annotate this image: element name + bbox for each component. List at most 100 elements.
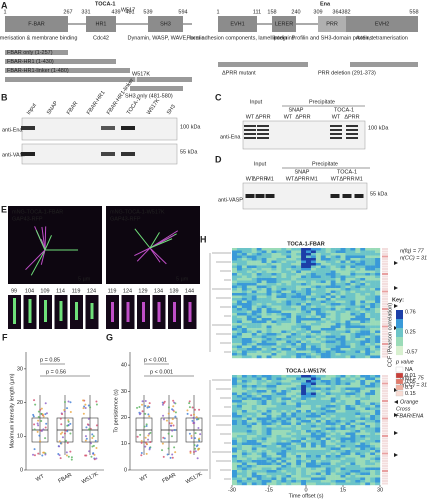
heatmap-cell: [232, 263, 238, 266]
heatmap-cell: [251, 355, 257, 359]
heatmap-cell: [365, 288, 371, 291]
heatmap-cell: [301, 248, 307, 251]
point: [70, 456, 73, 459]
heatmap-cell: [330, 248, 336, 251]
heatmap-cell: [330, 427, 336, 431]
p-strip: [382, 395, 388, 397]
p-strip: [382, 275, 388, 278]
heatmap-cell: [320, 482, 326, 486]
heatmap-cell: [340, 447, 346, 451]
heatmap-cell: [306, 253, 312, 256]
heatmap-cell: [261, 345, 267, 349]
heatmap-cell: [296, 432, 302, 436]
heatmap-cell: [266, 480, 272, 483]
heatmap-cell: [310, 318, 317, 321]
heatmap-cell: [291, 278, 297, 281]
heatmap-cell: [325, 298, 331, 301]
label: 5 µm: [78, 276, 91, 282]
heatmap-cell: [232, 425, 238, 428]
heatmap-cell: [251, 335, 257, 339]
heatmap-cell: [340, 475, 346, 478]
heatmap-cell: [256, 460, 262, 463]
heatmap-cell: [306, 265, 312, 269]
point: [194, 447, 197, 450]
heatmap-cell: [345, 325, 351, 329]
panel-letter: F: [2, 332, 8, 342]
heatmap-cell: [256, 480, 262, 483]
heatmap-cell: [232, 415, 238, 418]
heatmap-cell: [306, 460, 312, 463]
label: W517K: [81, 471, 100, 485]
heatmap-cell: [271, 313, 277, 316]
heatmap-cell: [365, 452, 371, 456]
heatmap-cell: [236, 328, 243, 331]
heatmap-cell: [370, 447, 376, 451]
heatmap-cell: [365, 285, 371, 289]
heatmap-cell: [301, 395, 307, 398]
panel-letter: G: [106, 332, 113, 342]
p-strip: [382, 293, 388, 295]
point: [67, 455, 70, 458]
heatmap-cell: [350, 335, 356, 339]
heatmap-cell: [276, 442, 282, 446]
heatmap-cell: [276, 263, 282, 266]
heatmap-cell: [345, 285, 351, 289]
heatmap-cell: [286, 395, 292, 398]
heatmap-cell: [370, 335, 376, 339]
heatmap-cell: [365, 293, 371, 296]
heatmap-cell: [335, 315, 341, 319]
heatmap-cell: [375, 320, 381, 324]
heatmap-cell: [271, 350, 277, 354]
heatmap-cell: [286, 250, 292, 254]
heatmap-cell: [301, 480, 307, 483]
heatmap-cell: [320, 475, 326, 478]
heatmap-cell: [291, 432, 297, 436]
heatmap-cell: [320, 412, 326, 416]
label: ΔPRR: [339, 176, 354, 182]
heatmap-cell: [296, 460, 302, 463]
band: [121, 152, 135, 156]
colorbar: [396, 311, 403, 314]
heatmap-cell: [350, 315, 356, 319]
point: [139, 433, 142, 436]
heatmap-cell: [325, 355, 331, 359]
heatmap-cell: [315, 338, 321, 341]
heatmap-cell: [306, 283, 312, 286]
heatmap-cell: [335, 348, 341, 351]
heatmap-cell: [236, 415, 243, 418]
heatmap-cell: [232, 343, 238, 346]
heatmap-cell: [291, 395, 297, 398]
heatmap-cell: [251, 472, 257, 476]
heatmap-cell: [320, 410, 326, 413]
label: HR1: [95, 21, 106, 27]
heatmap-cell: [310, 475, 317, 478]
label: 158: [267, 9, 276, 15]
heatmap-cell: [306, 402, 312, 406]
point: [32, 453, 35, 456]
heatmap-cell: [315, 420, 321, 423]
heatmap-cell: [256, 263, 262, 266]
heatmap-cell: [232, 265, 238, 269]
heatmap-cell: [335, 440, 341, 443]
heatmap-cell: [325, 407, 331, 411]
point: [140, 439, 143, 442]
heatmap-cell: [315, 465, 321, 468]
heatmap-cell: [335, 452, 341, 456]
heatmap-cell: [365, 465, 371, 468]
p-strip: [382, 268, 388, 270]
heatmap-cell: [306, 462, 312, 466]
heatmap-cell: [315, 308, 321, 311]
heatmap-cell: [306, 437, 312, 441]
heatmap-cell: [236, 457, 243, 461]
heatmap-cell: [246, 328, 252, 331]
heatmap-cell: [256, 305, 262, 309]
label: 1: [3, 9, 6, 15]
heatmap-cell: [281, 402, 287, 406]
heatmap-cell: [365, 273, 371, 276]
point: [194, 450, 197, 453]
heatmap-cell: [320, 305, 326, 309]
heatmap-cell: [335, 402, 341, 406]
heatmap-cell: [375, 457, 381, 461]
heatmap-cell: [306, 475, 312, 478]
label: 100 kDa: [368, 125, 389, 131]
